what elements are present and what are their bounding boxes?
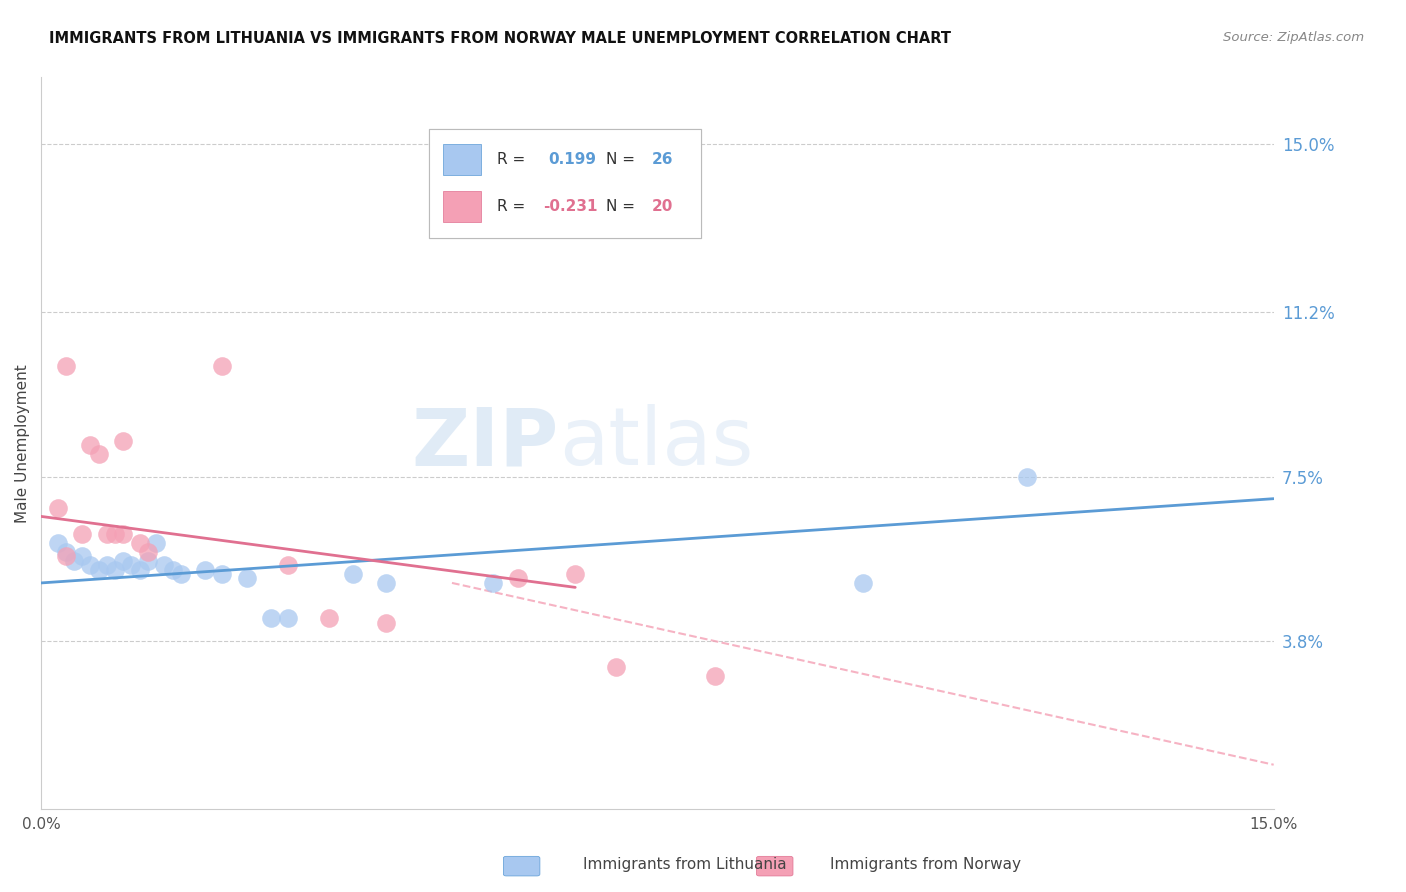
Point: [79, 558, 101, 573]
Point: [170, 567, 193, 582]
Text: Source: ZipAtlas.com: Source: ZipAtlas.com: [1223, 31, 1364, 45]
Text: IMMIGRANTS FROM LITHUANIA VS IMMIGRANTS FROM NORWAY MALE UNEMPLOYMENT CORRELATIO: IMMIGRANTS FROM LITHUANIA VS IMMIGRANTS …: [49, 31, 952, 46]
Point: [852, 576, 875, 591]
Text: Immigrants from Lithuania: Immigrants from Lithuania: [583, 857, 787, 872]
Point: [70, 549, 93, 564]
Point: [375, 576, 398, 591]
Point: [153, 558, 176, 573]
Point: [235, 572, 257, 586]
Point: [46, 536, 69, 550]
Point: [342, 567, 364, 582]
Point: [112, 554, 135, 568]
Point: [211, 359, 233, 373]
Point: [96, 527, 118, 541]
Point: [564, 567, 586, 582]
Text: ZIP: ZIP: [412, 404, 558, 483]
Point: [318, 611, 340, 625]
Point: [260, 611, 283, 625]
Point: [79, 438, 101, 452]
Point: [506, 572, 529, 586]
Point: [55, 545, 77, 559]
Point: [136, 545, 159, 559]
Point: [55, 359, 77, 373]
Point: [128, 536, 150, 550]
Point: [87, 563, 110, 577]
Y-axis label: Male Unemployment: Male Unemployment: [15, 364, 30, 523]
Point: [145, 536, 167, 550]
Point: [1017, 469, 1039, 483]
Point: [104, 563, 127, 577]
Point: [70, 527, 93, 541]
Point: [375, 615, 398, 630]
Point: [703, 669, 725, 683]
Point: [46, 500, 69, 515]
Point: [112, 434, 135, 448]
Point: [104, 527, 127, 541]
Point: [87, 447, 110, 461]
Point: [211, 567, 233, 582]
Point: [121, 558, 143, 573]
Point: [55, 549, 77, 564]
Text: Immigrants from Norway: Immigrants from Norway: [830, 857, 1021, 872]
Point: [482, 576, 505, 591]
Point: [128, 563, 150, 577]
Point: [605, 660, 627, 674]
Point: [112, 527, 135, 541]
Text: atlas: atlas: [558, 404, 754, 483]
Point: [136, 554, 159, 568]
Point: [277, 611, 299, 625]
Point: [194, 563, 217, 577]
Point: [63, 554, 86, 568]
Point: [277, 558, 299, 573]
Point: [162, 563, 184, 577]
Point: [96, 558, 118, 573]
